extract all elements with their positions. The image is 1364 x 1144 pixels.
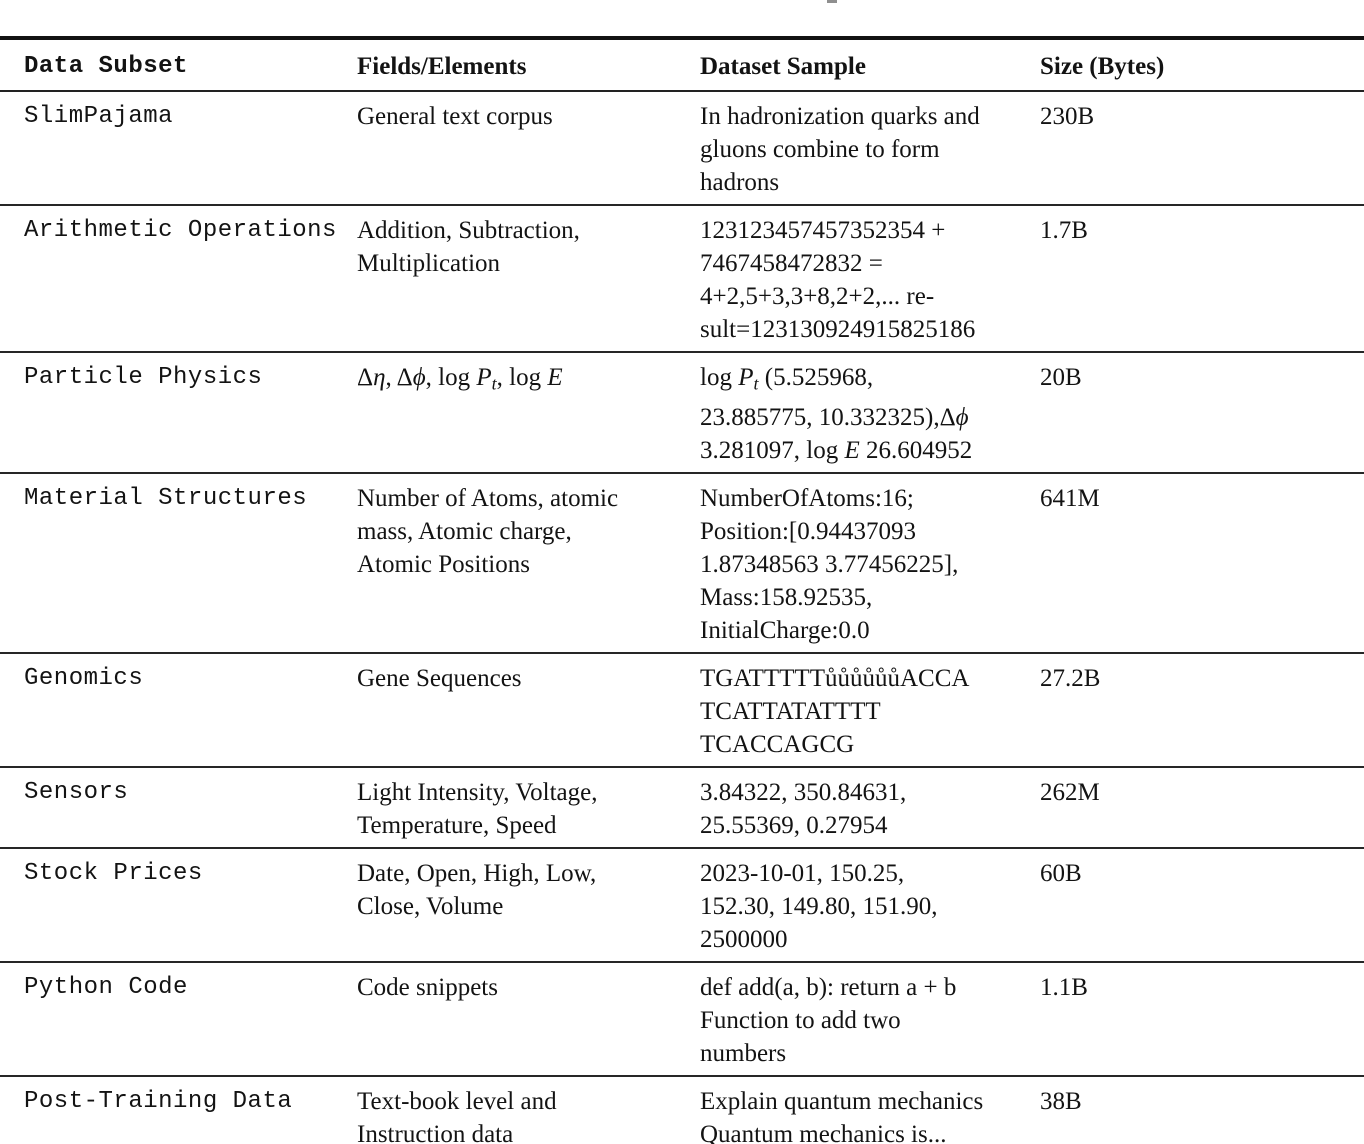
cell-fields: Text-book level and Instruction data <box>357 1087 557 1144</box>
cell-size: 230B <box>1040 103 1095 130</box>
data-table: Data Subset Fields/Elements Dataset Samp… <box>0 36 1364 1144</box>
cell-sample: Explain quantum mechanics Quantum mechani… <box>700 1087 984 1144</box>
table-row: Material Structures Number of Atoms, ato… <box>0 474 1364 654</box>
cell-data-subset: Particle Physics <box>24 364 263 391</box>
table-row: SlimPajama General text corpus In hadron… <box>0 92 1364 206</box>
table-row: Genomics Gene Sequences TGATTTTTůůůůůůAC… <box>0 654 1364 768</box>
cell-data-subset: Genomics <box>24 664 144 692</box>
column-header-dataset-sample: Dataset Sample <box>700 53 866 80</box>
table-row: Arithmetic Operations Addition, Subtract… <box>0 206 1364 353</box>
cell-fields: Addition, Subtraction, Multiplication <box>357 217 580 277</box>
table-row: Sensors Light Intensity, Voltage, Tempera… <box>0 768 1364 849</box>
table-row: Python Code Code snippets def add(a, b):… <box>0 963 1364 1077</box>
cell-data-subset: SlimPajama <box>24 103 174 130</box>
cell-data-subset: Material Structures <box>24 484 308 512</box>
cell-size: 20B <box>1040 364 1082 391</box>
cell-fields: Code snippets <box>357 973 498 1001</box>
cell-fields: General text corpus <box>357 103 553 130</box>
cell-sample: 123123457457352354 +7467458472832 = 4+2,5… <box>700 217 976 343</box>
cell-fields: Number of Atoms, atomic mass, Atomic char… <box>357 484 619 578</box>
cell-data-subset: Sensors <box>24 778 129 806</box>
caption-artifact <box>827 0 837 3</box>
cell-fields: Light Intensity, Voltage, Temperature, Sp… <box>357 778 598 839</box>
cell-size: 262M <box>1040 778 1100 806</box>
table-header: Data Subset Fields/Elements Dataset Samp… <box>0 40 1364 92</box>
cell-size: 1.1B <box>1040 973 1088 1001</box>
table-row: Particle Physics Δη, Δϕ, log Pt, log E l… <box>0 353 1364 474</box>
cell-size: 27.2B <box>1040 664 1101 692</box>
cell-size: 60B <box>1040 859 1082 887</box>
cell-sample: 2023-10-01, 150.25, 152.30, 149.80, 151.9… <box>700 859 938 953</box>
cell-fields: Δη, Δϕ, log Pt, log E <box>357 364 563 394</box>
table-body: SlimPajama General text corpus In hadron… <box>0 92 1364 1144</box>
cell-sample: def add(a, b): return a + b Function to a… <box>700 973 957 1067</box>
column-header-size-bytes: Size (Bytes) <box>1040 53 1165 80</box>
table-row: Stock Prices Date, Open, High, Low, Close… <box>0 849 1364 963</box>
cell-data-subset: Python Code <box>24 973 188 1001</box>
cell-fields: Date, Open, High, Low, Close, Volume <box>357 859 597 920</box>
cell-sample: log Pt (5.525968, 23.885775, 10.332325),Δ… <box>700 364 973 464</box>
cell-data-subset: Stock Prices <box>24 859 203 887</box>
cell-size: 1.7B <box>1040 217 1088 244</box>
cell-sample: 3.84322, 350.84631, 25.55369, 0.27954 <box>700 778 907 839</box>
cell-sample: TGATTTTTůůůůůůACCA TCATTATATTTT TCACCAGCG <box>700 664 970 758</box>
cell-sample: In hadronization quarks and gluons combin… <box>700 103 980 196</box>
cell-size: 641M <box>1040 484 1100 512</box>
column-header-data-subset: Data Subset <box>24 53 188 80</box>
rule-top <box>0 36 1364 40</box>
cell-data-subset: Post-Training Data <box>24 1087 293 1115</box>
cell-data-subset: Arithmetic Operations <box>24 217 337 244</box>
cell-fields: Gene Sequences <box>357 664 522 692</box>
table-row: Post-Training Data Text-book level and In… <box>0 1077 1364 1144</box>
column-header-fields-elements: Fields/Elements <box>357 53 527 80</box>
cell-sample: NumberOfAtoms:16; Position:[0.94437093 1.8… <box>700 484 959 644</box>
cell-size: 38B <box>1040 1087 1082 1115</box>
